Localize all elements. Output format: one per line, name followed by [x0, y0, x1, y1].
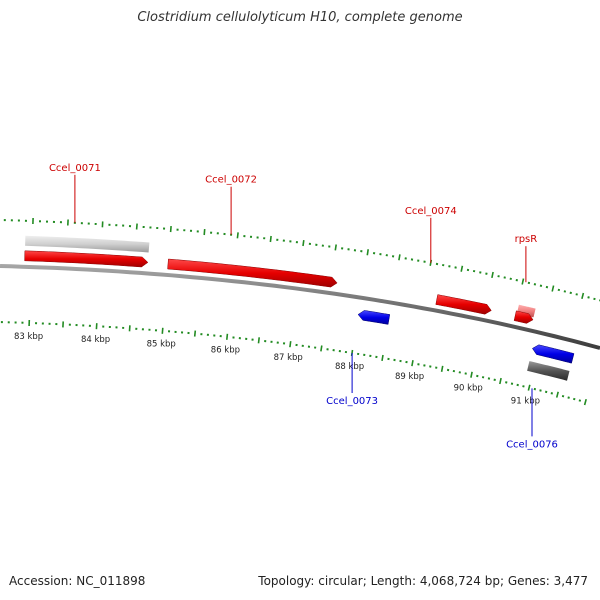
outer-tick	[203, 229, 206, 236]
outer-tick	[491, 271, 494, 279]
outer-tick	[521, 278, 525, 285]
inner-tick	[555, 391, 559, 398]
inner-tick	[505, 381, 508, 384]
callout-ccel-0076-label: Ccel_0076	[506, 439, 558, 450]
inner-tick	[470, 371, 473, 378]
outer-tick	[587, 296, 590, 299]
outer-tick	[398, 254, 401, 261]
callout-ccel-0074-label: Ccel_0074	[405, 206, 457, 217]
scale-tick-label: 87 kbp	[274, 353, 303, 363]
map-title: Clostridium cellulolyticum H10, complete…	[137, 10, 463, 25]
inner-tick	[583, 398, 587, 406]
inner-tick	[533, 387, 537, 391]
outer-tick	[593, 297, 596, 301]
inner-tick	[440, 365, 444, 372]
callout-ccel-0073-label: Ccel_0073	[326, 396, 378, 407]
outer-tick	[366, 249, 369, 256]
inner-tick	[561, 394, 565, 398]
scale-tick-label: 89 kbp	[395, 372, 424, 382]
outer-tick	[545, 285, 549, 289]
callout-ccel-0071-label: Ccel_0071	[49, 163, 101, 174]
cds-ccel-0074	[435, 294, 492, 315]
outer-tick	[236, 232, 239, 239]
inner-tick	[487, 377, 491, 380]
inner-tick	[193, 330, 197, 337]
label-layer: Ccel_0071 Ccel_0072 Ccel_0073 Ccel_0074 rpsR…	[49, 163, 558, 451]
inner-tick	[320, 345, 323, 352]
inner-tick	[544, 390, 548, 394]
callout-ccel-0072-label: Ccel_0072	[205, 175, 257, 186]
topology-value: circular	[318, 574, 363, 588]
genes-value: 3,477	[553, 574, 588, 588]
inner-tick	[522, 385, 525, 388]
inner-tick	[289, 341, 292, 348]
outer-tick	[557, 288, 561, 292]
cds-ccel-0076	[532, 344, 575, 364]
inner-tick	[499, 377, 502, 385]
scale-tick-label: 86 kbp	[211, 346, 240, 356]
scale-tick-label: 88 kbp	[335, 362, 364, 372]
cds-ccel-0073	[357, 310, 391, 325]
outer-tick	[460, 265, 464, 272]
outer-tick	[135, 223, 138, 230]
inner-tick	[578, 399, 582, 402]
inner-tick	[573, 397, 576, 401]
outer-tick	[509, 277, 512, 281]
cds-ccel-0071	[24, 250, 149, 268]
outer-tick	[569, 291, 572, 295]
outer-tick	[581, 292, 585, 300]
outer-tick	[539, 284, 543, 287]
genes-label: Genes:	[507, 574, 550, 588]
feature-layer	[24, 235, 575, 381]
outer-tick	[563, 290, 567, 293]
accession-text: Accession: NC_011898	[9, 574, 145, 588]
accession-value: NC_011898	[76, 574, 146, 588]
inner-tick	[411, 360, 414, 367]
outer-tick	[169, 226, 172, 233]
topology-label: Topology:	[258, 574, 315, 588]
gene-ccel-0071-shadow	[25, 235, 150, 253]
length-value: 4,068,724 bp	[419, 574, 500, 588]
outer-tick	[334, 244, 337, 251]
accession-label: Accession:	[9, 574, 73, 588]
inner-tick	[226, 333, 229, 340]
scale-tick-label: 85 kbp	[147, 340, 176, 350]
outer-tick	[269, 235, 272, 243]
scale-tick-label: 84 kbp	[81, 335, 110, 345]
scale-tick-label: 83 kbp	[14, 332, 43, 342]
inner-tick	[527, 384, 531, 391]
callout-rpsr-label: rpsR	[515, 234, 538, 245]
outer-tick	[551, 285, 555, 292]
inner-tick	[161, 327, 164, 334]
inner-tick	[567, 396, 570, 399]
scale-tick-label: 91 kbp	[511, 396, 540, 406]
inner-tick	[257, 337, 260, 344]
gene-ccel-0076-shadow	[527, 361, 570, 381]
outer-tick	[302, 239, 305, 247]
scale-tick-label: 90 kbp	[454, 383, 483, 393]
summary-text: Topology: circular; Length: 4,068,724 bp…	[258, 574, 588, 588]
cds-ccel-0072	[167, 258, 338, 288]
length-label: Length:	[370, 574, 417, 588]
cds-rpsr	[513, 310, 534, 324]
inner-tick	[381, 354, 384, 362]
